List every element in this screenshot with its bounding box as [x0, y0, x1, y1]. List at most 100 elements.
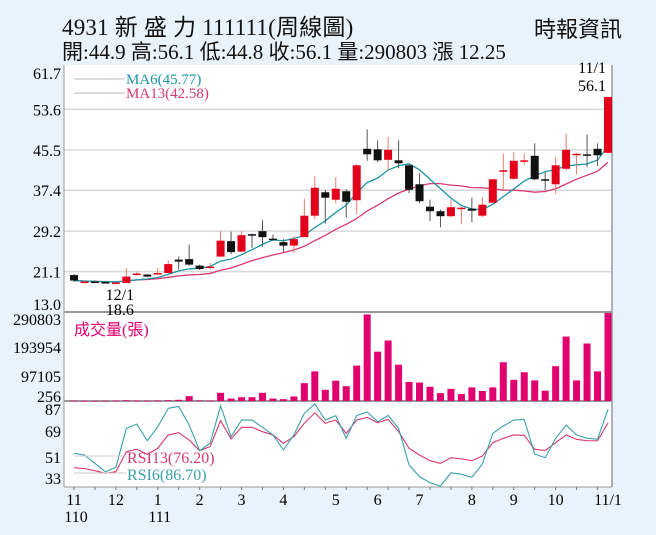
- candle-body: [342, 191, 351, 202]
- volume-bar: [447, 388, 455, 401]
- candle-body: [478, 204, 487, 216]
- annotation-value: 18.6: [106, 302, 134, 319]
- rsi-tick-label: 69: [45, 424, 61, 441]
- candle-body: [457, 207, 466, 210]
- volume-bar: [342, 386, 350, 401]
- candle-body: [415, 184, 424, 202]
- volume-bar: [80, 400, 88, 402]
- legend-rsi13: RSI13(76.20): [127, 450, 215, 467]
- volume-bar: [405, 381, 413, 401]
- volume-tick-label: 256: [37, 389, 61, 406]
- candle-body: [331, 188, 340, 200]
- candle-body: [111, 282, 120, 285]
- volume-tick-label: 97105: [21, 369, 61, 386]
- volume-bar: [185, 396, 193, 401]
- y-tick-label: 21.1: [33, 265, 61, 282]
- x-tick-label: 2: [196, 492, 204, 509]
- candle-body: [604, 96, 612, 153]
- candle-body: [248, 234, 256, 236]
- volume-bar: [416, 382, 424, 401]
- volume-bar: [321, 389, 329, 401]
- candle-body: [258, 231, 267, 238]
- candle-body: [80, 281, 89, 284]
- candle-body: [446, 207, 455, 217]
- candle-body: [405, 165, 414, 190]
- candle-body: [352, 165, 361, 201]
- y-tick-label: 37.4: [33, 183, 61, 200]
- price-summary: 開:44.9 高:56.1 低:44.8 收:56.1 量:290803 漲 1…: [62, 40, 506, 64]
- volume-bar: [269, 398, 277, 401]
- volume-bar: [478, 391, 486, 401]
- volume-bar: [143, 400, 151, 402]
- candle-body: [216, 240, 225, 257]
- candle-body: [583, 154, 592, 156]
- volume-bar: [489, 387, 497, 401]
- candle-body: [488, 179, 497, 203]
- y-tick-label: 53.6: [33, 102, 61, 119]
- x-tick-label: 3: [238, 492, 246, 509]
- source-label: 時報資訊: [533, 17, 622, 42]
- volume-bar: [583, 343, 591, 401]
- volume-bar: [541, 390, 549, 401]
- candle-body: [300, 215, 309, 238]
- volume-bar: [573, 380, 581, 401]
- volume-bar: [604, 313, 612, 401]
- candle-body: [593, 148, 602, 156]
- volume-bar: [395, 364, 403, 401]
- volume-bar: [457, 394, 465, 401]
- volume-bar: [248, 397, 256, 401]
- x-year-label: 110: [64, 509, 87, 526]
- candle-body: [174, 259, 183, 262]
- rsi6-line: [73, 402, 609, 487]
- volume-bar: [164, 400, 172, 402]
- candle-body: [195, 265, 204, 270]
- volume-bar: [562, 336, 570, 401]
- volume-bar: [122, 400, 130, 402]
- volume-bar: [531, 380, 539, 401]
- volume-bar: [311, 371, 319, 401]
- volume-bar: [196, 400, 204, 402]
- candle-body: [384, 149, 393, 160]
- x-tick-label: 9: [510, 492, 518, 509]
- candle-body: [101, 282, 110, 284]
- volume-bar: [552, 366, 560, 401]
- candle-body: [509, 160, 518, 179]
- volume-bar: [227, 398, 235, 401]
- x-tick-label: 5: [332, 492, 340, 509]
- candle-body: [90, 281, 99, 284]
- rsi-tick-label: 33: [45, 471, 61, 488]
- candle-body: [185, 259, 194, 265]
- plot-area: [64, 65, 612, 487]
- volume-bar: [91, 400, 99, 402]
- volume-bar: [468, 387, 476, 401]
- candle-body: [268, 238, 277, 241]
- y-tick-label: 13.0: [33, 297, 61, 314]
- y-tick-label: 29.2: [33, 224, 61, 241]
- volume-title: 成交量(張): [74, 321, 149, 339]
- rsi-tick-label: 87: [45, 402, 61, 419]
- candle-body: [153, 273, 162, 275]
- ma13-line: [73, 161, 609, 283]
- candle-body: [321, 192, 330, 198]
- rsi-tick-label: 51: [45, 450, 61, 467]
- annotation-date: 12/1: [106, 287, 134, 304]
- candle-body: [363, 148, 372, 155]
- legend-rsi6: RSI6(86.70): [127, 467, 207, 484]
- candle-body: [164, 264, 173, 274]
- x-tick-label: 10: [548, 492, 564, 509]
- candle-body: [572, 153, 581, 156]
- candle-body: [143, 274, 152, 277]
- y-tick-label: 61.7: [33, 66, 61, 83]
- candle-body: [206, 266, 215, 269]
- ma6-line: [73, 145, 609, 283]
- x-tick-label: 11/1: [594, 492, 622, 509]
- candle-body: [289, 239, 298, 246]
- volume-bar: [363, 314, 371, 401]
- y-tick-label: 45.5: [33, 143, 61, 160]
- candle-body: [467, 208, 476, 211]
- candle-body: [436, 211, 445, 217]
- volume-bar: [290, 396, 298, 401]
- volume-bar: [499, 362, 507, 401]
- volume-bar: [206, 400, 214, 402]
- candle-body: [426, 206, 434, 212]
